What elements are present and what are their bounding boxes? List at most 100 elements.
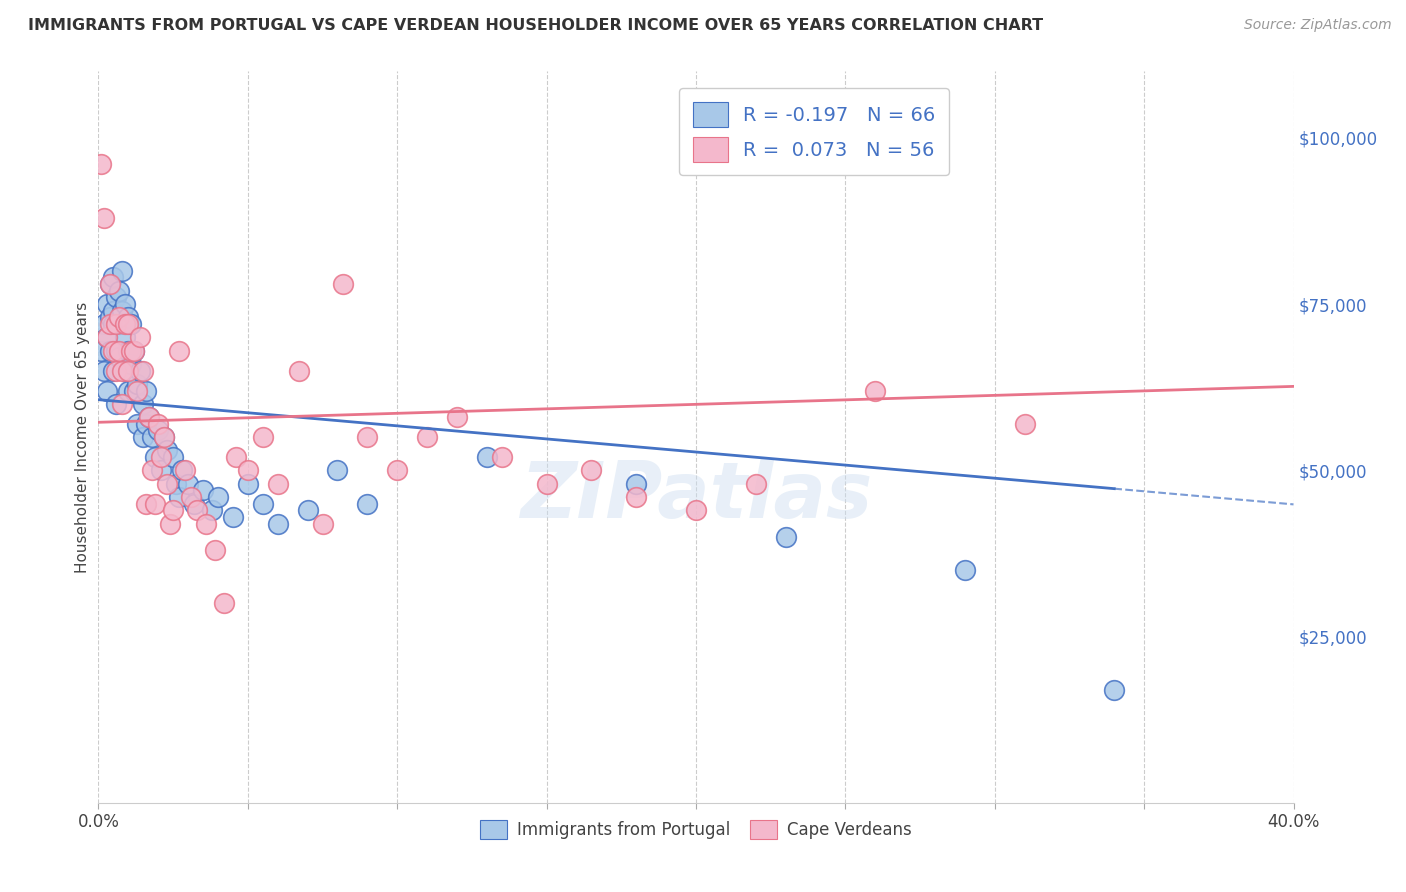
Point xyxy=(93,317,115,331)
Point xyxy=(127,376,149,391)
Point xyxy=(111,303,134,318)
Point xyxy=(103,363,125,377)
Point xyxy=(117,363,139,377)
Point xyxy=(491,450,513,464)
Point xyxy=(626,490,648,504)
Point xyxy=(96,297,118,311)
Point xyxy=(222,509,245,524)
Point xyxy=(311,516,333,531)
Point xyxy=(117,317,139,331)
Point xyxy=(108,317,131,331)
Point xyxy=(332,277,354,292)
Point xyxy=(159,516,181,531)
Point xyxy=(165,476,187,491)
Point xyxy=(191,483,214,498)
Point xyxy=(148,417,170,431)
Point xyxy=(98,317,122,331)
Point xyxy=(127,417,149,431)
Point xyxy=(117,310,139,325)
Point xyxy=(138,410,160,425)
Point xyxy=(207,490,229,504)
Point xyxy=(186,503,208,517)
Point xyxy=(195,516,218,531)
Point xyxy=(201,503,224,517)
Point xyxy=(124,384,146,398)
Point xyxy=(177,476,200,491)
Point xyxy=(180,490,202,504)
Point xyxy=(120,357,142,371)
Point xyxy=(132,363,155,377)
Point xyxy=(141,463,163,477)
Point xyxy=(114,330,136,344)
Point xyxy=(93,211,115,225)
Point xyxy=(93,363,115,377)
Point xyxy=(124,343,146,358)
Point xyxy=(267,476,290,491)
Point xyxy=(446,410,468,425)
Text: ZIPatlas: ZIPatlas xyxy=(520,458,872,533)
Point xyxy=(98,310,122,325)
Point xyxy=(685,503,707,517)
Point xyxy=(129,330,152,344)
Point xyxy=(150,463,173,477)
Point xyxy=(114,317,136,331)
Point xyxy=(162,450,184,464)
Point xyxy=(120,343,142,358)
Point xyxy=(105,343,128,358)
Point xyxy=(745,476,768,491)
Point xyxy=(108,343,131,358)
Point xyxy=(114,363,136,377)
Point xyxy=(132,430,155,444)
Point xyxy=(475,450,498,464)
Point xyxy=(90,157,112,171)
Point xyxy=(108,284,131,298)
Point xyxy=(174,463,197,477)
Point xyxy=(416,430,439,444)
Point xyxy=(120,317,142,331)
Point xyxy=(135,497,157,511)
Point xyxy=(162,503,184,517)
Point xyxy=(141,430,163,444)
Point xyxy=(287,363,309,377)
Point xyxy=(103,343,125,358)
Point xyxy=(103,317,125,331)
Point xyxy=(114,297,136,311)
Point xyxy=(105,290,128,304)
Point xyxy=(865,384,887,398)
Point xyxy=(132,397,155,411)
Legend: Immigrants from Portugal, Cape Verdeans: Immigrants from Portugal, Cape Verdeans xyxy=(474,814,918,846)
Point xyxy=(156,443,179,458)
Point xyxy=(252,430,274,444)
Point xyxy=(103,270,125,285)
Point xyxy=(108,351,131,365)
Point xyxy=(103,303,125,318)
Point xyxy=(236,476,259,491)
Point xyxy=(117,343,139,358)
Point xyxy=(117,384,139,398)
Point xyxy=(98,277,122,292)
Point xyxy=(135,417,157,431)
Point xyxy=(111,397,134,411)
Point xyxy=(156,476,179,491)
Y-axis label: Householder Income Over 65 years: Householder Income Over 65 years xyxy=(75,301,90,573)
Text: IMMIGRANTS FROM PORTUGAL VS CAPE VERDEAN HOUSEHOLDER INCOME OVER 65 YEARS CORREL: IMMIGRANTS FROM PORTUGAL VS CAPE VERDEAN… xyxy=(28,18,1043,33)
Point xyxy=(135,384,157,398)
Point xyxy=(96,330,118,344)
Point xyxy=(143,497,166,511)
Point xyxy=(105,397,128,411)
Point xyxy=(267,516,290,531)
Point xyxy=(153,430,176,444)
Point xyxy=(148,424,170,438)
Point xyxy=(536,476,558,491)
Point xyxy=(1014,417,1036,431)
Point xyxy=(297,503,319,517)
Point xyxy=(252,497,274,511)
Point xyxy=(167,343,190,358)
Point xyxy=(385,463,409,477)
Point xyxy=(1104,682,1126,697)
Point xyxy=(129,363,152,377)
Point xyxy=(953,563,976,577)
Point xyxy=(124,343,146,358)
Point xyxy=(356,430,378,444)
Point xyxy=(150,450,173,464)
